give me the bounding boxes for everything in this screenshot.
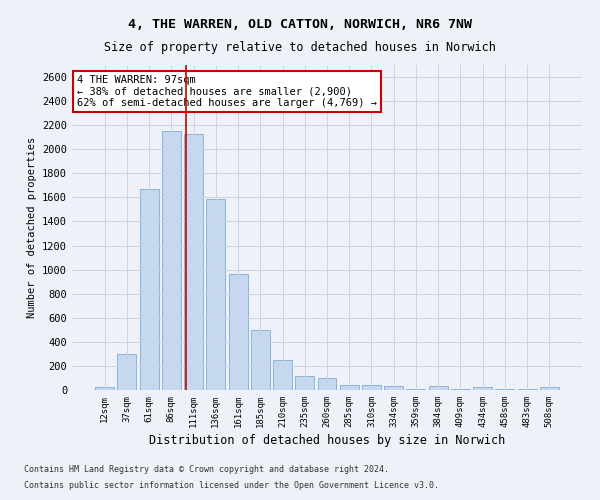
Bar	[184, 134, 203, 390]
Bar	[118, 354, 136, 390]
Bar	[429, 386, 448, 390]
Bar	[273, 360, 292, 390]
Text: Size of property relative to detached houses in Norwich: Size of property relative to detached ho…	[104, 41, 496, 54]
Bar	[162, 131, 181, 390]
Bar	[251, 330, 270, 390]
Bar	[295, 376, 314, 390]
Y-axis label: Number of detached properties: Number of detached properties	[26, 137, 37, 318]
Bar	[229, 274, 248, 390]
Bar	[140, 189, 158, 390]
Bar	[384, 386, 403, 390]
Text: 4 THE WARREN: 97sqm
← 38% of detached houses are smaller (2,900)
62% of semi-det: 4 THE WARREN: 97sqm ← 38% of detached ho…	[77, 74, 377, 108]
Text: 4, THE WARREN, OLD CATTON, NORWICH, NR6 7NW: 4, THE WARREN, OLD CATTON, NORWICH, NR6 …	[128, 18, 472, 32]
Bar	[317, 378, 337, 390]
Bar	[340, 384, 359, 390]
Text: Contains public sector information licensed under the Open Government Licence v3: Contains public sector information licen…	[24, 480, 439, 490]
Bar	[206, 198, 225, 390]
Bar	[95, 387, 114, 390]
Bar	[362, 384, 381, 390]
X-axis label: Distribution of detached houses by size in Norwich: Distribution of detached houses by size …	[149, 434, 505, 447]
Bar	[540, 387, 559, 390]
Text: Contains HM Land Registry data © Crown copyright and database right 2024.: Contains HM Land Registry data © Crown c…	[24, 466, 389, 474]
Bar	[473, 387, 492, 390]
